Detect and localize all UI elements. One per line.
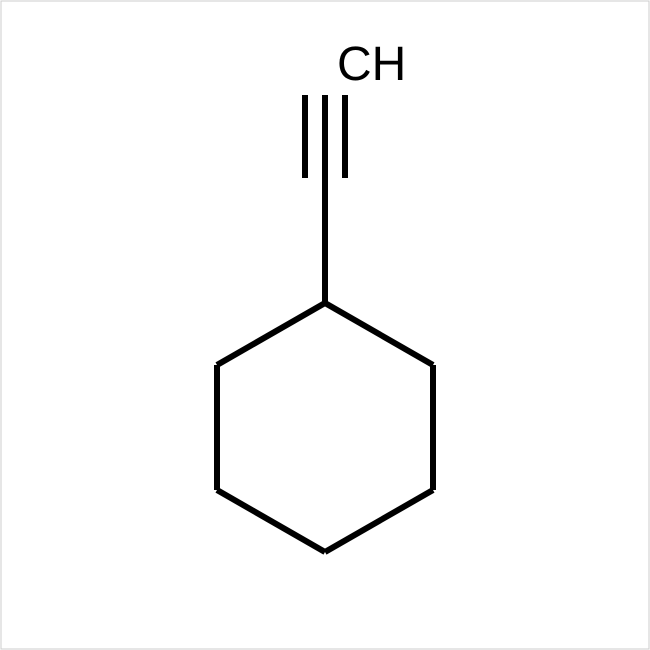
- bond-c4-c5: [217, 490, 325, 552]
- molecule-diagram: CH: [0, 0, 650, 650]
- terminal-ch-label: CH: [337, 38, 406, 91]
- bond-c6-c1: [217, 303, 325, 365]
- bond-c1-c2: [325, 303, 433, 365]
- bond-c3-c4: [325, 490, 433, 552]
